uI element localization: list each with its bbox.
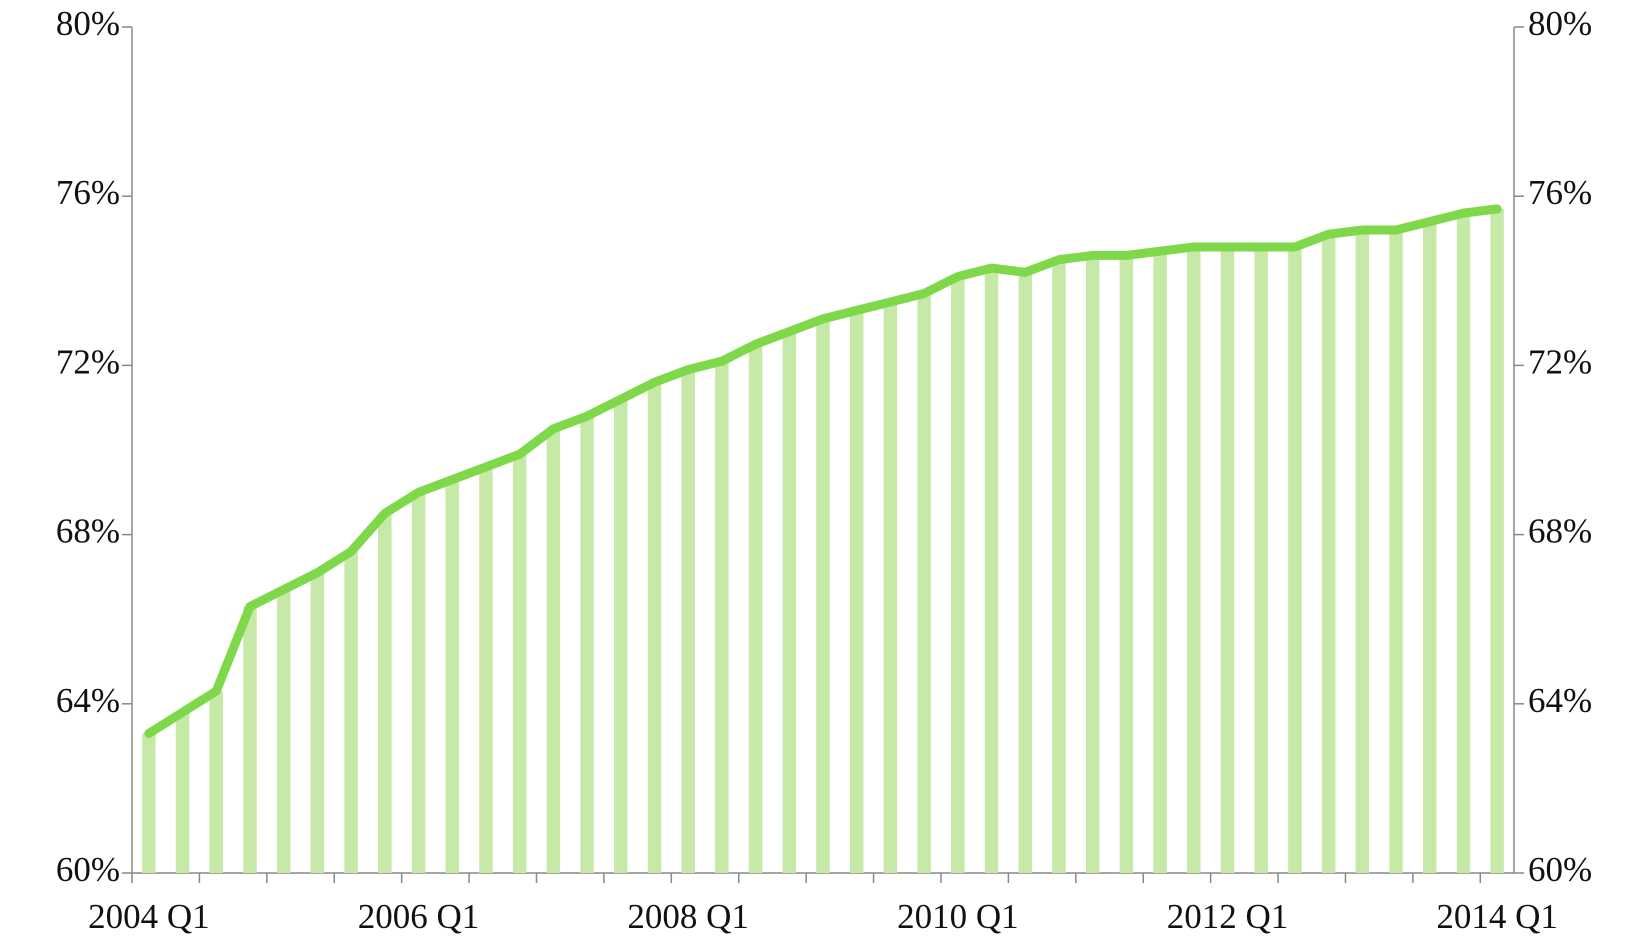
bar: [984, 268, 999, 873]
line: [144, 204, 1502, 738]
bar: [243, 606, 257, 873]
y2-tick-label: 60%: [1528, 850, 1592, 889]
y2-tick-label: 72%: [1528, 342, 1592, 381]
bar: [1018, 272, 1032, 874]
y-tick-label: 60%: [56, 850, 120, 889]
x-tick-label: 2012 Q1: [1167, 897, 1289, 936]
x-tick-label: 2006 Q1: [358, 897, 480, 936]
bar: [1422, 221, 1437, 873]
bar: [782, 331, 797, 873]
x-tick-label: 2008 Q1: [627, 897, 749, 936]
y-tick-label: 72%: [56, 342, 120, 381]
bar: [816, 318, 830, 873]
bar: [276, 589, 291, 873]
bar: [1052, 259, 1066, 873]
bar: [209, 691, 224, 873]
y-tick-label: 64%: [56, 681, 120, 720]
bar: [310, 572, 325, 873]
bar: [479, 466, 493, 873]
bar: [546, 428, 561, 873]
bar: [883, 301, 898, 873]
bar: [715, 361, 729, 873]
bar: [1490, 208, 1504, 873]
bar: [681, 369, 695, 873]
x-tick-label: 2004 Q1: [88, 897, 210, 936]
y-tick-label: 76%: [56, 173, 120, 212]
bar: [849, 310, 864, 873]
bar: [1355, 230, 1370, 874]
bar: [1254, 246, 1268, 873]
bar: [614, 399, 628, 873]
bar: [917, 293, 931, 873]
bar: [748, 344, 763, 873]
bar: [1456, 213, 1471, 873]
bar: [411, 492, 426, 873]
bar: [1187, 246, 1201, 873]
bar: [1288, 246, 1302, 873]
bar: [1321, 234, 1336, 873]
bar: [951, 276, 965, 873]
bar: [1220, 246, 1235, 873]
bar: [1153, 251, 1167, 873]
y2-tick-label: 80%: [1528, 4, 1592, 43]
bar: [142, 733, 156, 873]
bar: [175, 712, 190, 873]
bar: [647, 382, 662, 873]
y2-tick-label: 64%: [1528, 681, 1592, 720]
bar: [1389, 230, 1403, 874]
y-tick-label: 80%: [56, 4, 120, 43]
bar: [1085, 255, 1100, 874]
y2-tick-label: 68%: [1528, 512, 1592, 551]
y-tick-label: 68%: [56, 512, 120, 551]
y2-tick-label: 76%: [1528, 173, 1592, 212]
bar: [445, 479, 459, 873]
bar: [512, 454, 527, 873]
bar: [580, 416, 594, 873]
x-tick-label: 2014 Q1: [1436, 897, 1558, 936]
bar: [344, 551, 358, 873]
bar: [378, 513, 392, 873]
bar: [1119, 255, 1134, 874]
x-tick-label: 2010 Q1: [897, 897, 1019, 936]
